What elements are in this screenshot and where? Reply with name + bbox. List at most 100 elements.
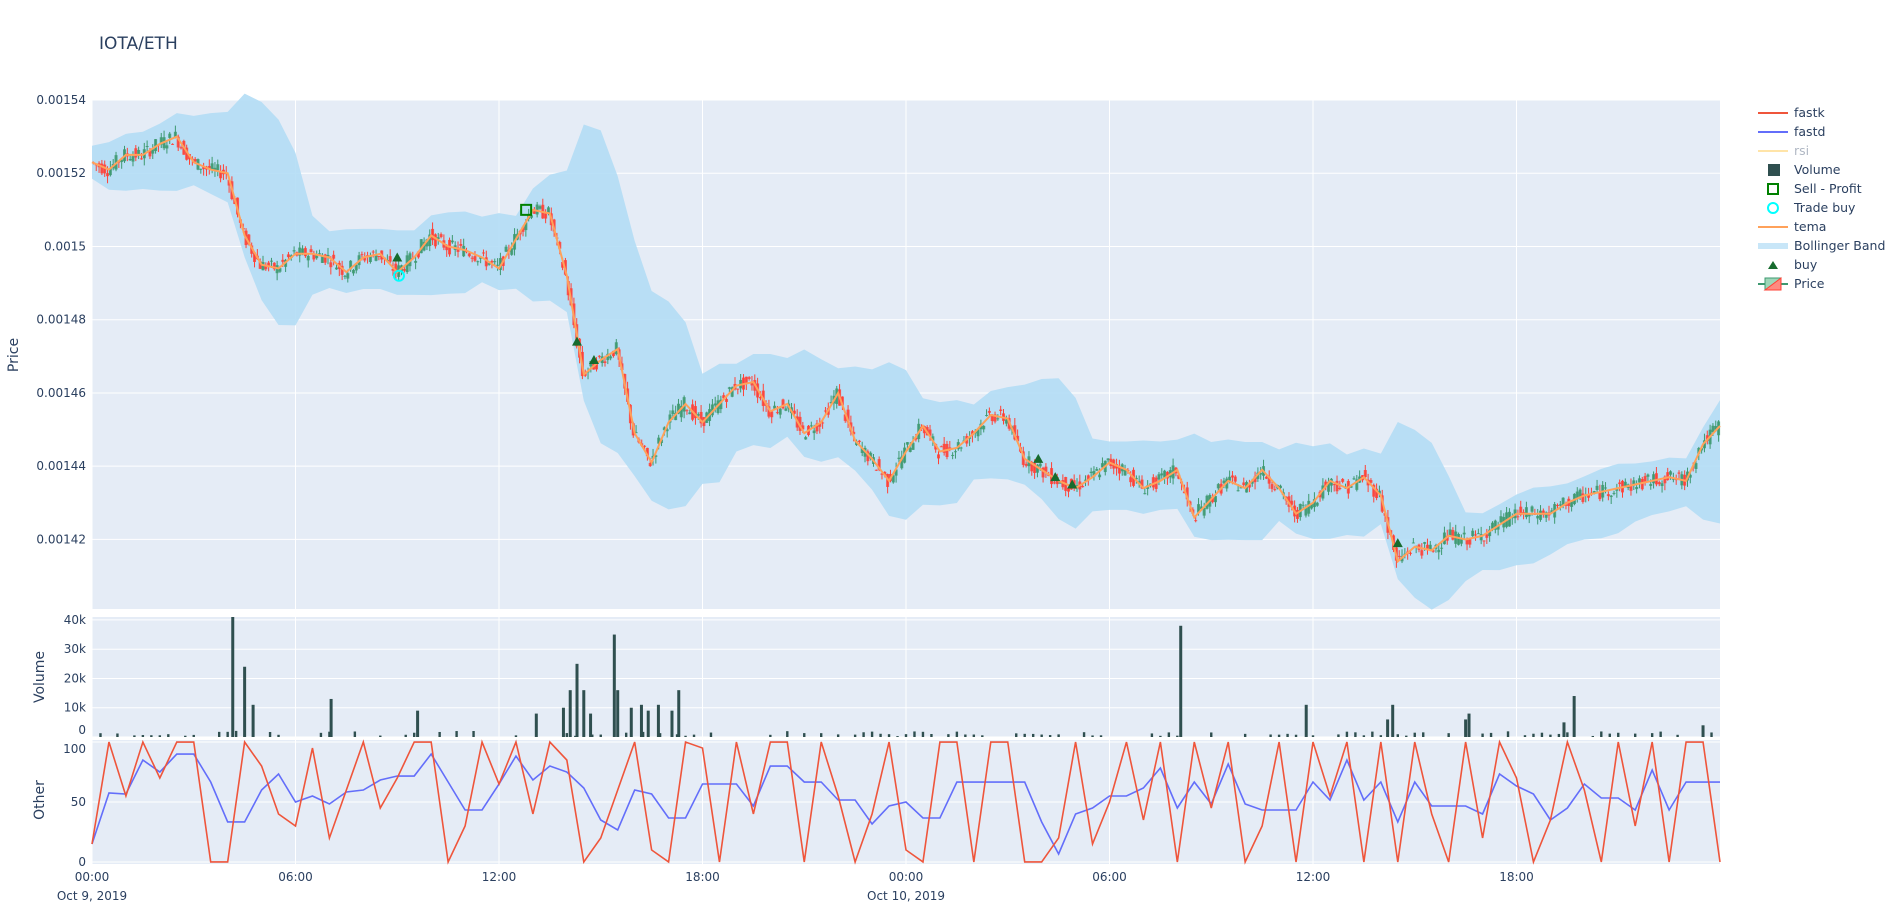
price-axis-title: Price [6,338,22,372]
candle-body [1033,463,1037,473]
candle-body [216,164,220,171]
volume-bar [1269,734,1272,737]
candle-body [891,475,895,483]
volume-bar [1354,732,1357,737]
candle-body [368,255,372,262]
candle-body [634,432,638,434]
candle-body [609,356,613,359]
volume-bar [1391,704,1395,737]
volume-bar [677,690,681,737]
bollinger-legend-icon [1758,243,1788,249]
volume-bar [329,698,333,737]
volume-bar [1467,713,1471,737]
volume-bar [658,733,662,737]
candle-body [1239,487,1243,489]
candle-body [1216,484,1220,489]
volume-bar [656,704,660,737]
candle-body [1606,494,1610,497]
volume-bar [319,732,323,737]
legend-label-buy[interactable]: buy [1794,257,1818,272]
y-tick-label: 20k [64,671,86,685]
candle-body [1555,505,1559,507]
candle-body [1536,515,1540,519]
candle-body [1428,544,1432,550]
candle-body [648,462,652,467]
candle-body [484,257,488,267]
candle-body [1259,473,1263,475]
candle-body [1089,471,1093,474]
legend-label-fastk[interactable]: fastk [1794,105,1825,120]
candle-body [931,436,935,441]
volume-bar [1650,733,1654,737]
candle-body [546,207,550,214]
candle-body [1194,520,1198,522]
legend-label-tema[interactable]: tema [1794,219,1826,234]
volume-bar [836,734,840,737]
candle-body [982,425,986,430]
candle-body [1490,522,1494,529]
bollinger-band-area [92,93,1720,610]
volume-bar [887,734,891,737]
volume-bar [1608,733,1611,737]
candle-body [1024,463,1028,466]
candle-body [1474,534,1478,536]
candle-body [1425,544,1429,549]
candle-body [1106,458,1110,461]
x-tick-label: 00:00 [889,870,924,884]
candle-body [445,246,449,251]
y-tick-label: 0 [78,723,86,737]
legend-label-fastd[interactable]: fastd [1794,124,1825,139]
candle-body [725,399,729,402]
candle-body [1355,479,1359,490]
candle-body [1247,484,1251,488]
candle-body [908,447,912,452]
candle-body [1222,480,1226,484]
candle-body [1476,533,1480,535]
candle-body [349,260,353,270]
legend-label-bollinger-band[interactable]: Bollinger Band [1794,238,1885,253]
candle-body [1321,485,1325,499]
candle-body [1640,479,1644,490]
candle-body [1123,469,1127,476]
candle-body [1437,549,1441,553]
candle-body [1375,488,1379,499]
candle-body [750,382,754,386]
candle-body [402,268,406,271]
candle-body [668,414,672,423]
candle-body [408,253,412,267]
volume-bar [709,732,713,737]
candle-body [493,261,497,263]
candle-body [843,414,847,421]
candle-body [479,257,483,259]
candle-body [611,350,615,357]
candle-body [758,397,762,399]
candle-body [346,273,350,279]
candle-body [267,262,271,267]
x-tick-label: 06:00 [1092,870,1127,884]
candle-body [1140,479,1144,489]
candle-body [1264,476,1268,479]
candle-body [1038,463,1042,467]
volume-bar [1659,731,1662,737]
y-tick-label: 0.00152 [36,166,86,180]
candle-body [1615,488,1619,491]
volume-bar [1286,733,1289,737]
buy-marker [1392,538,1403,548]
legend-label-price[interactable]: Price [1794,276,1825,291]
legend-label-volume[interactable]: Volume [1794,162,1841,177]
candle-body [320,256,324,263]
legend-label-sell-profit[interactable]: Sell - Profit [1794,181,1862,196]
candle-body [1451,530,1455,540]
candle-body [414,260,418,263]
candle-body [1697,448,1701,454]
legend-label-trade-buy[interactable]: Trade buy [1793,200,1856,215]
candle-body [100,163,104,174]
candle-body [770,411,774,418]
legend-label-rsi[interactable]: rsi [1794,143,1809,158]
volume-bar [972,734,976,737]
volume-bar [99,733,102,737]
candle-body [510,248,514,255]
candle-body [431,228,435,241]
volume-bar [1277,734,1281,737]
y-tick-label: 0.00144 [36,459,86,473]
